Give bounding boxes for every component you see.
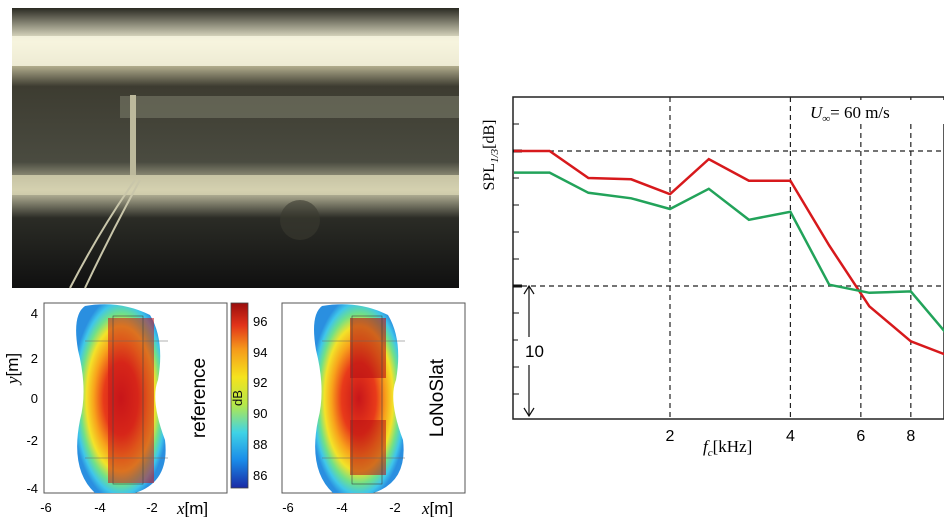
chart-xlabel: fc[kHz] bbox=[703, 437, 752, 459]
colorbar-tick: 86 bbox=[253, 468, 267, 483]
map-ytick: -2 bbox=[26, 433, 38, 448]
map-xtick: -4 bbox=[94, 500, 106, 515]
map-reference: reference bbox=[44, 303, 227, 493]
map-xtick: -6 bbox=[282, 500, 294, 515]
map-ytick: 4 bbox=[31, 306, 38, 321]
colorbar-unit: dB bbox=[230, 390, 245, 406]
x-tick-label: 8 bbox=[906, 428, 915, 445]
x-tick-label: 2 bbox=[666, 428, 675, 445]
map-ytick: 2 bbox=[31, 351, 38, 366]
map-y-ticks: 4 2 0 -2 -4 bbox=[26, 306, 38, 496]
velocity-annotation: U∞= 60 m/s bbox=[810, 103, 890, 125]
scale-bar-label: 10 bbox=[525, 342, 544, 361]
acoustic-maps: y[m] 4 2 0 -2 -4 reference LoN bbox=[3, 303, 465, 517]
map-ytick: -4 bbox=[26, 481, 38, 496]
x-tick-label: 6 bbox=[856, 428, 865, 445]
colorbar-tick: 96 bbox=[253, 314, 267, 329]
wind-tunnel-photo bbox=[12, 8, 459, 288]
map-right-label: LoNoSlat bbox=[427, 358, 448, 437]
map-x-ticks: -6 -4 -2 -6 -4 -2 bbox=[40, 500, 401, 515]
x-tick-label: 4 bbox=[786, 428, 795, 445]
map-xlabel: x[m] bbox=[421, 499, 453, 517]
map-xtick: -2 bbox=[146, 500, 158, 515]
colorbar-tick: 90 bbox=[253, 406, 267, 421]
map-xtick: -4 bbox=[336, 500, 348, 515]
map-ylabel: y[m] bbox=[3, 353, 22, 386]
colorbar: dB 96 94 92 90 88 86 bbox=[230, 303, 267, 488]
plot-frame bbox=[513, 97, 944, 419]
spl-chart: 2 4 6 8 U∞= 60 m/s SPL1/3[dB] 10 fc[kHz] bbox=[481, 97, 944, 459]
map-xlabel: x[m] bbox=[176, 499, 208, 517]
map-xtick: -2 bbox=[389, 500, 401, 515]
colorbar-tick: 88 bbox=[253, 437, 267, 452]
map-lonoslat: LoNoSlat bbox=[282, 303, 465, 493]
map-ytick: 0 bbox=[31, 391, 38, 406]
chart-ylabel: SPL1/3[dB] bbox=[481, 120, 501, 191]
map-left-label: reference bbox=[189, 358, 210, 438]
colorbar-tick: 94 bbox=[253, 345, 267, 360]
colorbar-tick: 92 bbox=[253, 375, 267, 390]
map-xtick: -6 bbox=[40, 500, 52, 515]
